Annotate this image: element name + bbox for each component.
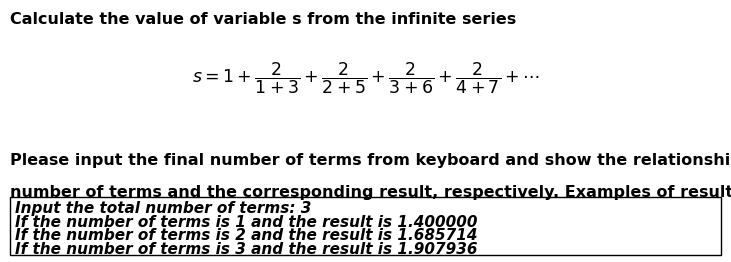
Text: If the number of terms is 1 and the result is 1.400000: If the number of terms is 1 and the resu… xyxy=(15,215,478,230)
Text: Calculate the value of variable s from the infinite series: Calculate the value of variable s from t… xyxy=(10,12,516,27)
Text: number of terms and the corresponding result, respectively. Examples of result a: number of terms and the corresponding re… xyxy=(10,185,731,200)
FancyBboxPatch shape xyxy=(10,196,721,255)
Text: Please input the final number of terms from keyboard and show the relationship b: Please input the final number of terms f… xyxy=(10,153,731,168)
Text: $s = 1+\dfrac{2}{1+3}+\dfrac{2}{2+5}+\dfrac{2}{3+6}+\dfrac{2}{4+7}+\cdots$: $s = 1+\dfrac{2}{1+3}+\dfrac{2}{2+5}+\df… xyxy=(192,61,539,96)
Text: If the number of terms is 3 and the result is 1.907936: If the number of terms is 3 and the resu… xyxy=(15,242,478,257)
Text: Input the total number of terms: 3: Input the total number of terms: 3 xyxy=(15,201,311,216)
Text: If the number of terms is 2 and the result is 1.685714: If the number of terms is 2 and the resu… xyxy=(15,228,478,243)
